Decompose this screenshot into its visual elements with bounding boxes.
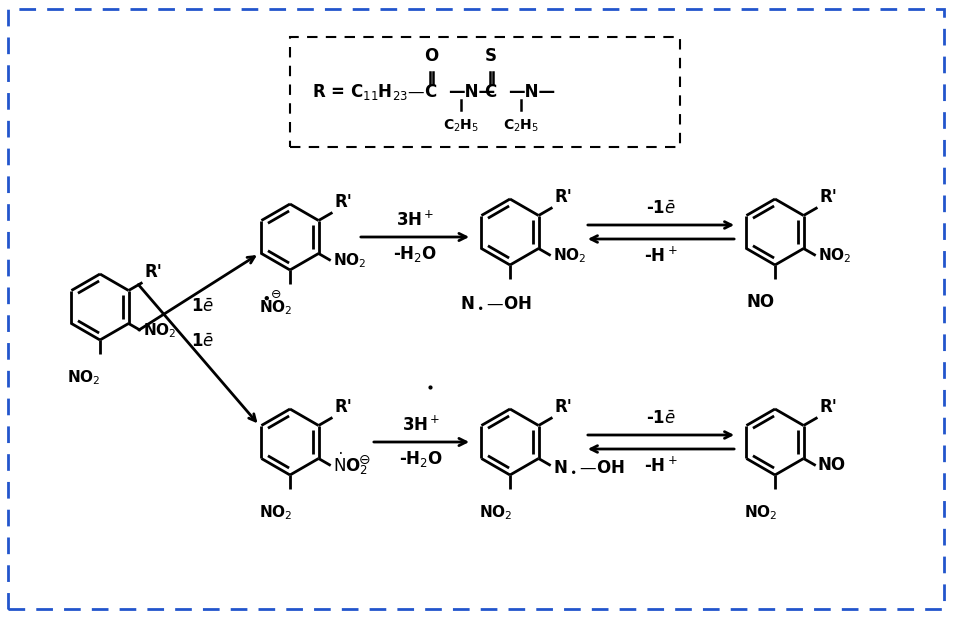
Text: -1$\bar{e}$: -1$\bar{e}$ bbox=[645, 200, 676, 218]
Text: R = C$_{11}$H$_{23}$—: R = C$_{11}$H$_{23}$— bbox=[312, 82, 425, 102]
Bar bbox=[290, 37, 679, 147]
Text: -H$_2$O: -H$_2$O bbox=[393, 244, 436, 264]
Text: NO: NO bbox=[817, 457, 845, 474]
Text: N$_\bullet$—OH: N$_\bullet$—OH bbox=[459, 293, 531, 311]
Text: C: C bbox=[423, 83, 436, 101]
Text: $\dot{\mathrm{N}}$O$_2$: $\dot{\mathrm{N}}$O$_2$ bbox=[333, 450, 367, 476]
Text: -H$^+$: -H$^+$ bbox=[643, 456, 678, 475]
Text: S: S bbox=[484, 47, 497, 65]
Text: 3H$^+$: 3H$^+$ bbox=[395, 210, 434, 230]
Text: $\ominus$: $\ominus$ bbox=[270, 288, 281, 301]
Text: R': R' bbox=[335, 397, 352, 415]
Text: NO$_2$: NO$_2$ bbox=[67, 368, 101, 387]
Text: N$_\bullet$—OH: N$_\bullet$—OH bbox=[552, 457, 623, 474]
Text: R': R' bbox=[554, 188, 572, 205]
Text: NO$_2$: NO$_2$ bbox=[478, 503, 513, 522]
Text: -H$^+$: -H$^+$ bbox=[643, 246, 678, 265]
Text: R': R' bbox=[819, 397, 837, 415]
Text: NO$_2$: NO$_2$ bbox=[552, 246, 586, 265]
Text: R': R' bbox=[335, 193, 352, 210]
Text: R': R' bbox=[819, 188, 837, 205]
Text: —N—: —N— bbox=[507, 83, 555, 101]
Text: NO$_2$: NO$_2$ bbox=[259, 298, 293, 317]
Text: NO$_2$: NO$_2$ bbox=[817, 246, 850, 265]
Text: R': R' bbox=[554, 397, 572, 415]
Text: O: O bbox=[423, 47, 437, 65]
Text: —N—: —N— bbox=[448, 83, 495, 101]
Text: -H$_2$O: -H$_2$O bbox=[399, 449, 443, 469]
Text: $\bullet$: $\bullet$ bbox=[261, 290, 271, 305]
Text: NO: NO bbox=[746, 293, 774, 311]
Text: NO$_2$: NO$_2$ bbox=[333, 251, 366, 270]
Text: $\ominus$: $\ominus$ bbox=[357, 452, 370, 466]
Text: NO$_2$: NO$_2$ bbox=[259, 503, 293, 522]
Text: -1$\bar{e}$: -1$\bar{e}$ bbox=[645, 410, 676, 428]
Text: C$_2$H$_5$: C$_2$H$_5$ bbox=[442, 118, 478, 135]
Text: C$_2$H$_5$: C$_2$H$_5$ bbox=[502, 118, 538, 135]
Text: 3H$^+$: 3H$^+$ bbox=[402, 416, 440, 435]
Text: 1$\bar{e}$: 1$\bar{e}$ bbox=[192, 298, 214, 316]
Text: C: C bbox=[483, 83, 496, 101]
Text: NO$_2$: NO$_2$ bbox=[743, 503, 777, 522]
Text: NO$_2$: NO$_2$ bbox=[143, 321, 176, 340]
Text: R': R' bbox=[144, 262, 162, 281]
Text: 1$\bar{e}$: 1$\bar{e}$ bbox=[192, 333, 214, 351]
